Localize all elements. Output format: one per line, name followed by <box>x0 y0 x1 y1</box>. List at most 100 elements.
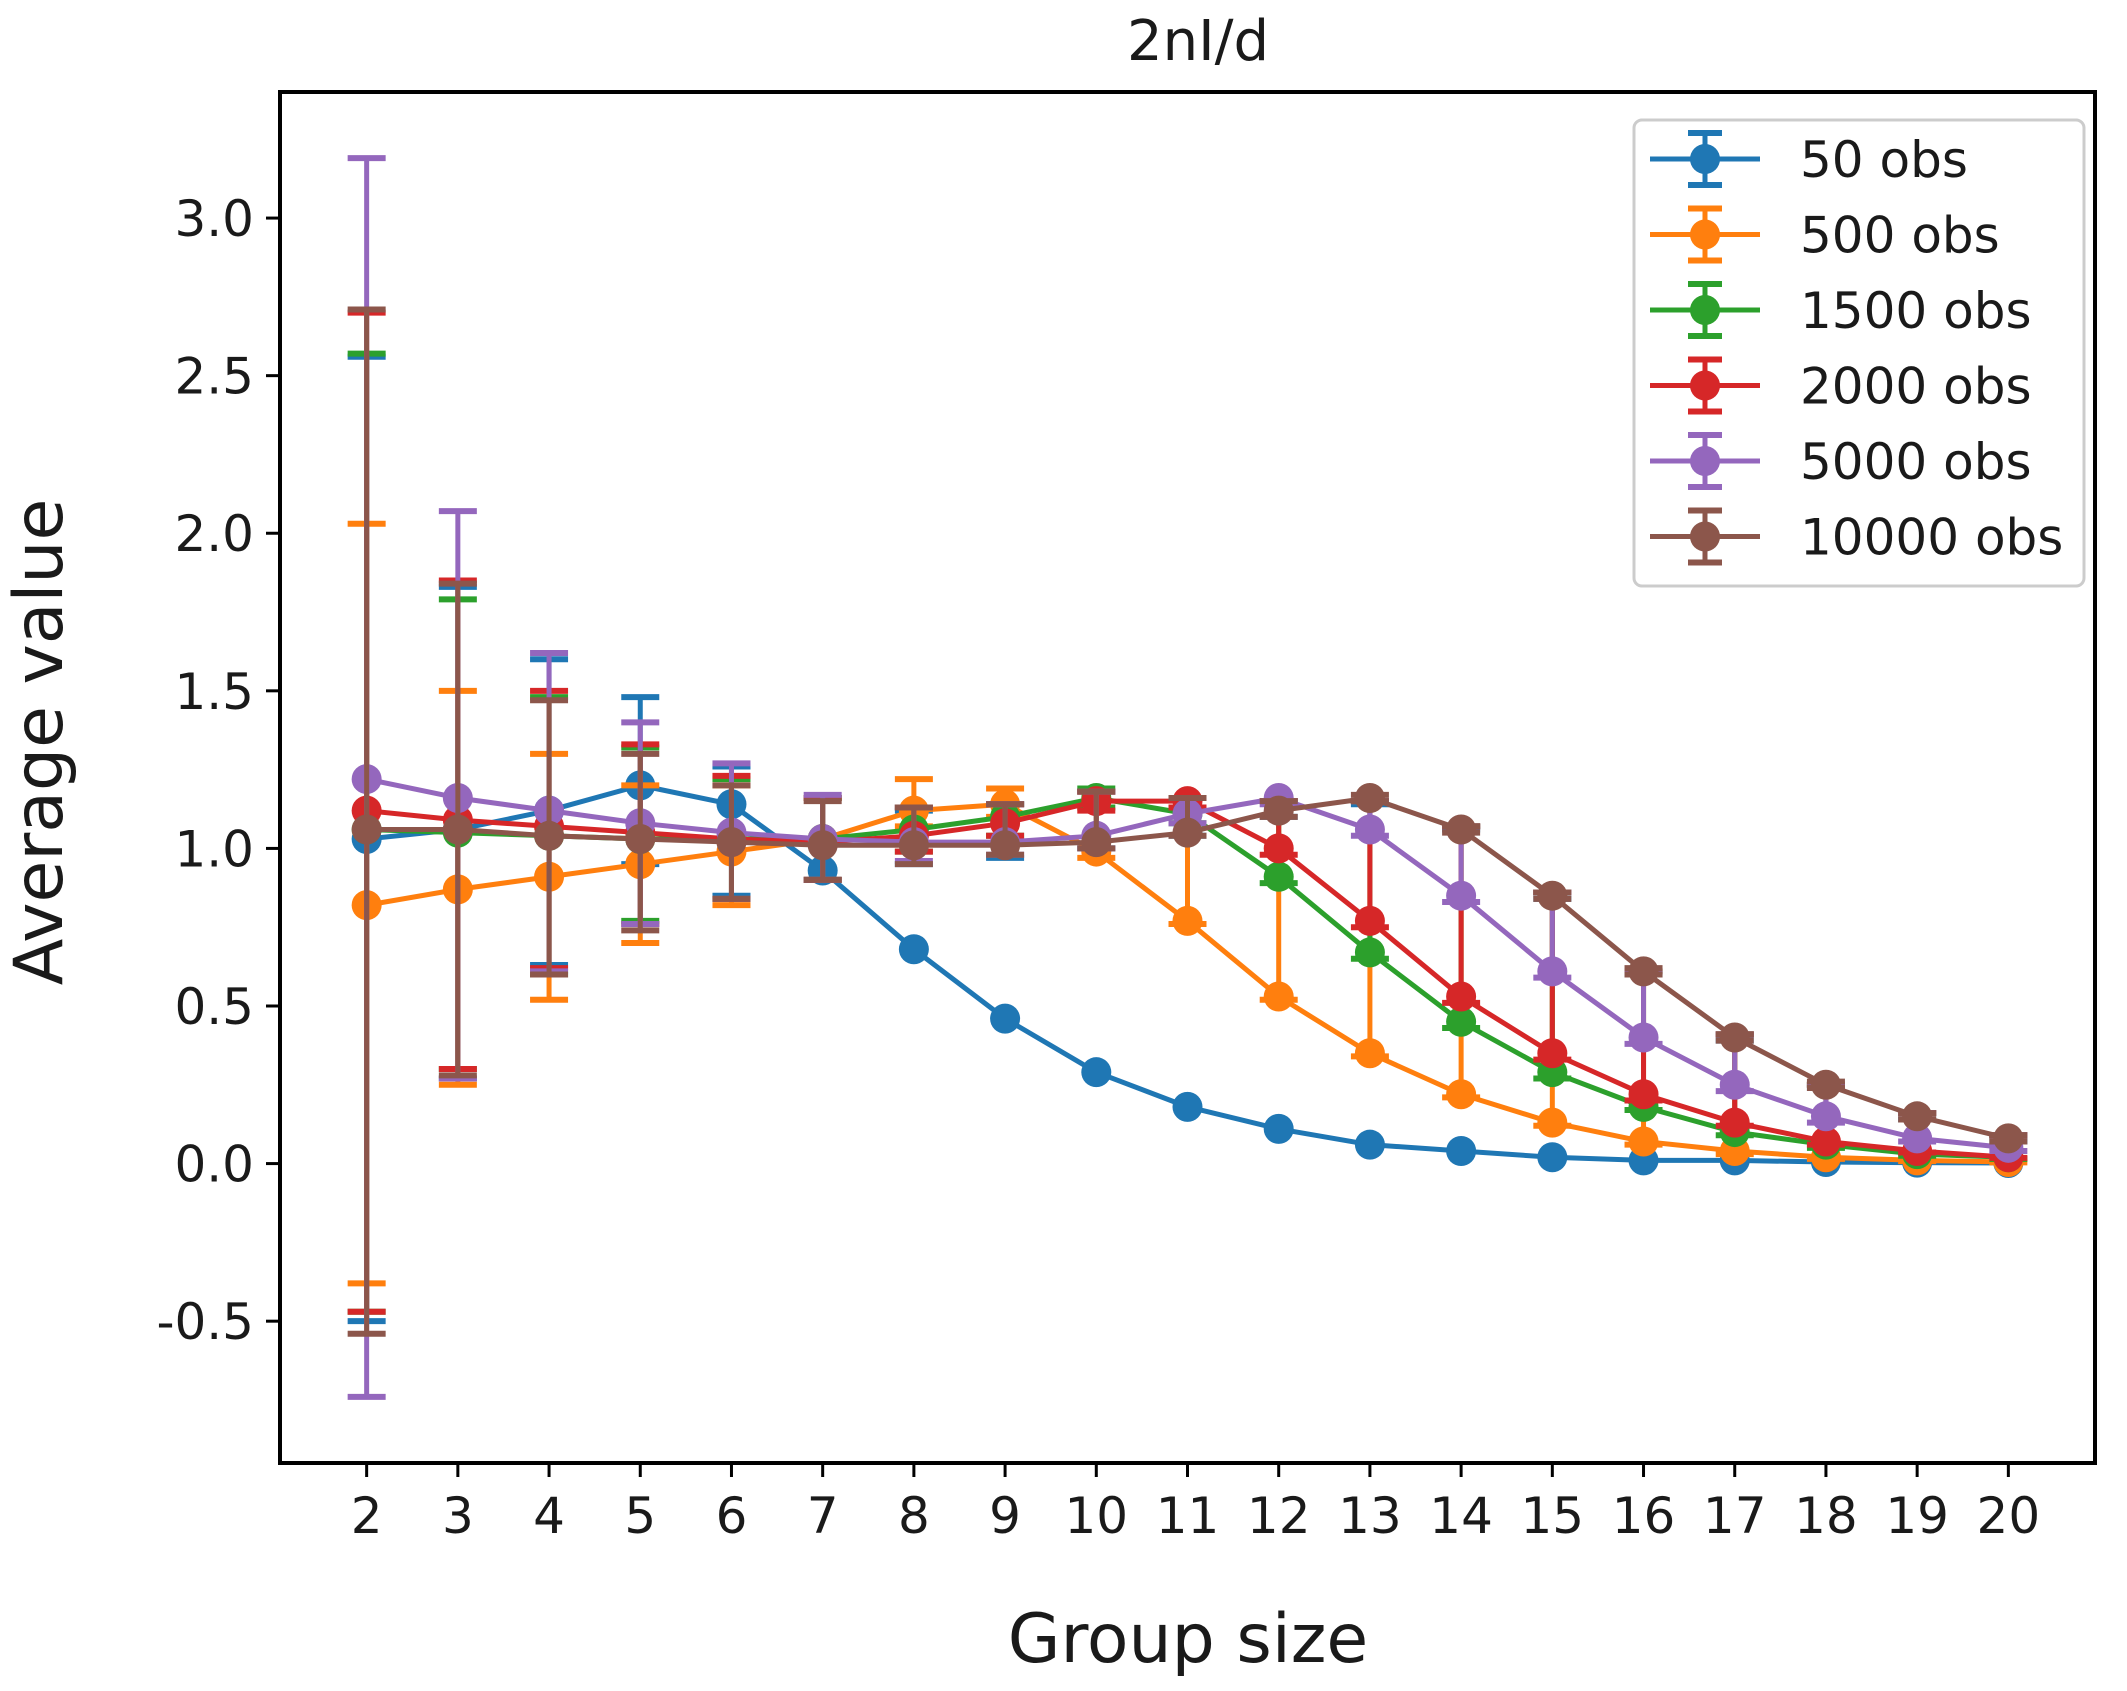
legend-item: 10000 obs <box>1650 507 2063 567</box>
legend-marker <box>1690 295 1720 325</box>
x-tick-label: 9 <box>989 1487 1021 1545</box>
x-tick-label: 15 <box>1521 1487 1585 1545</box>
data-point <box>1263 981 1294 1012</box>
x-tick-label: 12 <box>1247 1487 1311 1545</box>
x-tick-label: 6 <box>716 1487 748 1545</box>
y-tick-label: 1.5 <box>174 663 254 721</box>
data-point <box>1354 1038 1385 1069</box>
data-point <box>1902 1101 1933 1132</box>
data-point <box>1446 880 1477 911</box>
legend-marker <box>1690 219 1720 250</box>
y-axis-label: Average value <box>0 499 79 986</box>
data-point <box>1354 905 1385 936</box>
data-point <box>898 934 929 965</box>
legend-item: 50 obs <box>1650 130 1968 189</box>
x-tick-label: 20 <box>1977 1487 2041 1545</box>
legend-label: 50 obs <box>1800 131 1968 189</box>
data-point <box>351 814 382 845</box>
legend-item: 1500 obs <box>1650 281 2032 340</box>
y-tick-label: 0.5 <box>174 978 254 1036</box>
legend-label: 500 obs <box>1800 207 2000 265</box>
data-point <box>1810 1126 1841 1157</box>
legend-label: 1500 obs <box>1800 282 2032 340</box>
y-tick-label: 3.0 <box>174 190 254 248</box>
data-point <box>1628 1022 1659 1053</box>
legend-label: 5000 obs <box>1800 433 2032 491</box>
data-point <box>1537 1142 1568 1173</box>
data-point <box>442 814 473 845</box>
data-point <box>1354 782 1385 813</box>
data-point <box>1172 817 1203 848</box>
data-point <box>1446 814 1477 845</box>
legend-marker <box>1690 521 1720 552</box>
data-point <box>1719 1107 1750 1138</box>
legend-marker <box>1690 446 1720 476</box>
x-tick-label: 3 <box>442 1487 474 1545</box>
data-point <box>716 827 747 858</box>
x-tick-label: 11 <box>1156 1487 1220 1545</box>
legend-item: 2000 obs <box>1650 356 2032 416</box>
data-point <box>534 820 565 851</box>
data-point <box>1537 956 1568 987</box>
series-10000-obs <box>347 306 2028 1337</box>
x-tick-label: 17 <box>1703 1487 1767 1545</box>
data-point <box>1628 1126 1659 1157</box>
data-point <box>1810 1101 1841 1132</box>
x-tick-label: 2 <box>351 1487 383 1545</box>
data-point <box>1719 1022 1750 1053</box>
data-point <box>1446 1079 1477 1110</box>
data-point <box>1354 814 1385 845</box>
data-point <box>1263 795 1294 826</box>
legend-marker <box>1690 370 1720 401</box>
data-point <box>990 1003 1021 1034</box>
data-point <box>990 830 1021 861</box>
data-point <box>625 823 656 854</box>
x-tick-label: 19 <box>1885 1487 1949 1545</box>
data-point <box>1263 833 1294 864</box>
y-tick-label: 0.0 <box>174 1136 254 1194</box>
x-tick-label: 16 <box>1612 1487 1676 1545</box>
legend-label: 10000 obs <box>1800 509 2063 567</box>
legend-marker <box>1690 144 1720 174</box>
data-point <box>1354 1129 1385 1160</box>
x-tick-label: 4 <box>533 1487 565 1545</box>
data-point <box>1446 1135 1477 1166</box>
data-point <box>1081 827 1112 858</box>
data-point <box>1081 1057 1112 1088</box>
x-axis-label: Group size <box>1008 1600 1369 1679</box>
x-tick-label: 13 <box>1338 1487 1402 1545</box>
data-point <box>1172 1091 1203 1122</box>
x-tick-label: 18 <box>1794 1487 1858 1545</box>
chart-title: 2nI/d <box>1127 9 1269 74</box>
y-tick-label: 2.0 <box>174 505 254 563</box>
y-tick-label: 1.0 <box>174 820 254 878</box>
y-tick-label: 2.5 <box>174 348 254 406</box>
data-point <box>1902 1123 1933 1154</box>
x-tick-label: 5 <box>624 1487 656 1545</box>
legend-item: 500 obs <box>1650 205 2000 265</box>
data-point <box>1446 1006 1477 1037</box>
data-point <box>1537 1038 1568 1069</box>
data-point <box>1810 1069 1841 1100</box>
data-point <box>898 830 929 861</box>
legend-item: 5000 obs <box>1650 432 2032 491</box>
data-point <box>1263 861 1294 892</box>
data-point <box>1719 1069 1750 1100</box>
data-point <box>1172 905 1203 936</box>
legend-label: 2000 obs <box>1800 358 2032 416</box>
x-tick-label: 10 <box>1064 1487 1128 1545</box>
data-point <box>1537 880 1568 911</box>
x-tick-label: 14 <box>1429 1487 1493 1545</box>
y-tick-label: -0.5 <box>156 1293 254 1351</box>
data-point <box>1446 981 1477 1012</box>
data-point <box>1628 1079 1659 1110</box>
data-point <box>1263 1113 1294 1144</box>
x-tick-label: 7 <box>807 1487 839 1545</box>
data-point <box>1354 937 1385 968</box>
x-tick-label: 8 <box>898 1487 930 1545</box>
axis-ticks: 2 3 4 5 6 7 8 9 10 11 12 13 14 15 16 17 18 19 20 -0.5 0.0 0.5… <box>156 190 2040 1545</box>
series-layer <box>347 155 2028 1400</box>
legend: 50 obs 500 obs 1500 obs 2000 obs 5000 obs 100… <box>1632 118 2086 588</box>
